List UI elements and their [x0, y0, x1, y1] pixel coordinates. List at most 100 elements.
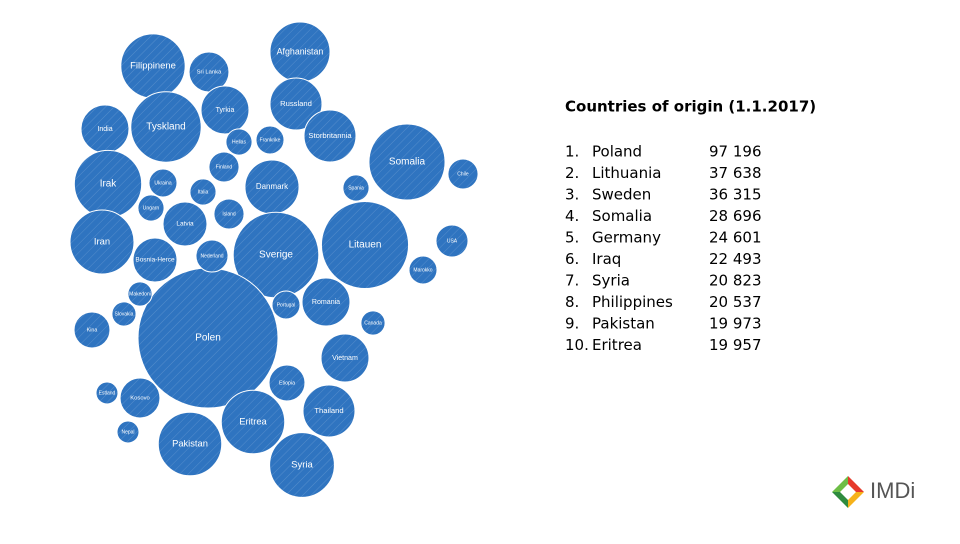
list-rank: 7. — [565, 272, 579, 290]
bubble-label: Russland — [280, 99, 312, 108]
bubble-hatch — [133, 238, 177, 282]
bubble-label: Afghanistan — [277, 46, 324, 56]
bubble-label: Frankrike — [260, 137, 281, 143]
bubble-label: Romania — [312, 299, 340, 306]
bubble-hatch — [244, 159, 300, 215]
list-rank: 8. — [565, 293, 579, 311]
bubble-label: Hellas — [232, 139, 246, 145]
ranking-list: 1. Poland 97 196 2. Lithuania 37 638 3. Sweden 3… — [565, 143, 762, 355]
bubble-label: Bosnia-Herce — [135, 257, 175, 264]
bubble-label: Pakistan — [172, 438, 208, 448]
list-rank: 2. — [565, 164, 579, 182]
list-value: 20 537 — [709, 293, 762, 311]
bubble-label: Chile — [457, 171, 469, 177]
bubble-label: Ungarn — [143, 205, 160, 211]
bubble-hatch — [213, 198, 245, 230]
bubble-hatch — [269, 21, 331, 83]
bubble-label: Spania — [348, 185, 364, 191]
bubble-hatch — [117, 421, 139, 443]
bubble-label: Litauen — [349, 240, 382, 251]
bubble-hatch — [111, 301, 137, 327]
bubble-hatch — [269, 432, 335, 498]
bubble-hatch — [189, 178, 217, 206]
bubble-label: Polen — [195, 333, 221, 344]
bubble-hatch — [201, 86, 249, 134]
list-name: Sweden — [592, 186, 651, 204]
list-value: 20 823 — [709, 272, 762, 290]
bubble-label: Iran — [94, 235, 110, 246]
bubble-hatch — [74, 150, 142, 218]
bubble-hatch — [130, 91, 202, 163]
list-value: 22 493 — [709, 250, 762, 268]
bubble-hatch — [81, 105, 129, 153]
bubble-hatch — [447, 158, 479, 190]
list-rank: 6. — [565, 250, 579, 268]
list-name: Pakistan — [592, 315, 655, 333]
bubble-hatch — [138, 268, 278, 408]
logo-text: IMDi — [870, 478, 915, 503]
bubble-label: Kosovo — [130, 396, 150, 402]
list-value: 19 957 — [709, 336, 762, 354]
bubble-label: Tyskland — [146, 122, 185, 133]
bubble-label: Ukraina — [154, 180, 171, 186]
bubble-label: Somalia — [389, 157, 426, 168]
bubble-label: Sri Lanka — [197, 70, 222, 76]
list-name: Poland — [592, 143, 642, 161]
list-rank: 9. — [565, 315, 579, 333]
bubble-hatch — [233, 212, 319, 298]
bubble-label: Nepal — [121, 429, 134, 435]
bubble-hatch — [208, 151, 240, 183]
bubble-hatch — [221, 390, 285, 454]
list-title: Countries of origin (1.1.2017) — [565, 98, 816, 116]
bubble-label: Tyrkia — [216, 107, 235, 114]
bubble-hatch — [321, 334, 369, 382]
list-name: Philippines — [592, 293, 673, 311]
bubble-label: Slovakia — [115, 311, 134, 317]
list-rank: 4. — [565, 207, 579, 225]
bubble-hatch — [96, 382, 118, 404]
bubble-hatch — [148, 168, 178, 198]
bubble-chart: Filippinene Sri Lanka Afghanistan India Tysk… — [69, 21, 479, 498]
bubble-hatch — [137, 194, 165, 222]
bubble-hatch — [269, 365, 305, 401]
bubble-label: Marokko — [413, 267, 432, 273]
bubble-hatch — [408, 255, 438, 285]
bubble-label: Latvia — [176, 221, 194, 228]
bubble-hatch — [225, 128, 253, 156]
bubble-label: Estland — [99, 390, 116, 396]
bubble-hatch — [342, 174, 370, 202]
bubble-label: Canada — [364, 320, 382, 326]
bubble-hatch — [321, 201, 409, 289]
list-value: 36 315 — [709, 186, 762, 204]
bubble-hatch — [70, 210, 134, 274]
bubble-label: Italia — [198, 189, 209, 195]
list-value: 28 696 — [709, 207, 762, 225]
bubble-hatch — [255, 125, 285, 155]
list-rank: 3. — [565, 186, 579, 204]
logo: IMDi — [832, 476, 915, 508]
bubble-label: Thailand — [314, 406, 343, 415]
bubble-label: Nederland — [200, 253, 223, 259]
list-name: Iraq — [592, 250, 621, 268]
bubble-hatch — [120, 378, 160, 418]
bubble-hatch — [303, 385, 355, 437]
list-name: Germany — [592, 229, 661, 247]
bubble-label: India — [97, 126, 112, 133]
bubble-hatch — [435, 224, 469, 258]
bubble-label: Filippinene — [130, 61, 176, 72]
bubble-label: Danmark — [256, 182, 288, 191]
list-rank: 10. — [565, 336, 589, 354]
bubble-label: Makedoni — [129, 291, 151, 297]
bubble-hatch — [195, 239, 229, 273]
list-rank: 1. — [565, 143, 579, 161]
bubble-label: Irak — [100, 179, 117, 190]
bubble-hatch — [368, 123, 446, 201]
list-value: 37 638 — [709, 164, 762, 182]
bubble-hatch — [271, 290, 301, 320]
bubble-label: Sverige — [259, 250, 293, 261]
bubble-hatch — [189, 52, 229, 92]
bubble-hatch — [302, 278, 350, 326]
list-name: Lithuania — [592, 164, 661, 182]
